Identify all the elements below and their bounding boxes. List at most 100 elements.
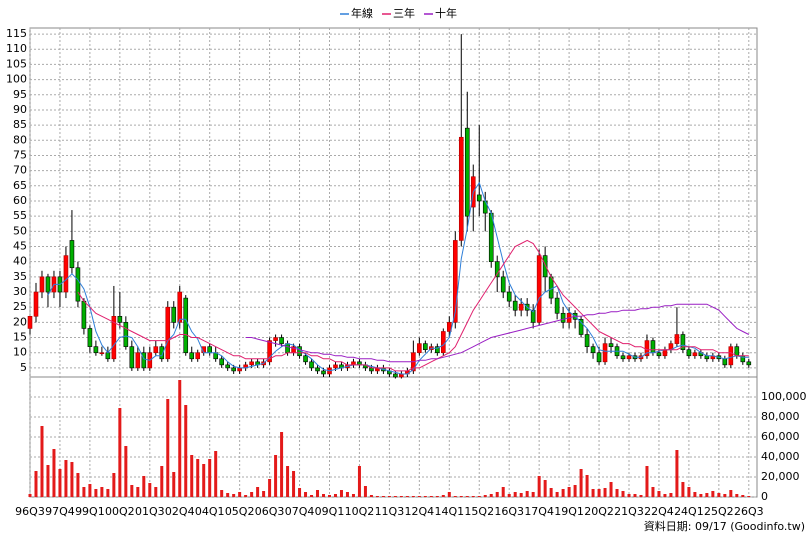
volume-bar (178, 380, 182, 497)
volume-bar (429, 496, 433, 497)
y2-tick-label: 60,000 (761, 430, 800, 443)
candle-body (530, 309, 536, 323)
x-tick-label: 22Q4 (644, 505, 674, 518)
candle-body (99, 352, 105, 355)
volume-bar (142, 476, 146, 497)
legend: 年線 三年 十年 (340, 6, 457, 20)
volume-bar (507, 494, 511, 497)
candle-body (273, 337, 278, 341)
x-tick-label: 26Q3 (734, 505, 764, 518)
candle-body (435, 346, 440, 354)
candle-body (189, 352, 195, 360)
x-tick-label: 97Q4 (45, 505, 75, 518)
x-tick-label: 14Q1 (434, 505, 464, 518)
volume-bar (561, 489, 565, 497)
volume-bar (369, 495, 373, 497)
candle-body (87, 328, 93, 347)
volume-bar (477, 496, 481, 497)
volume-bar (64, 460, 68, 497)
candle-body (560, 312, 566, 323)
volume-bar (130, 485, 134, 497)
volume-bar (591, 489, 595, 497)
volume-bar (262, 491, 266, 497)
volume-bar (717, 493, 721, 497)
y-tick-label: 75 (13, 148, 27, 161)
candle-body (596, 352, 602, 363)
candle-body (81, 300, 87, 329)
volume-bar (124, 446, 128, 497)
candle-body (69, 240, 75, 269)
volume-bar (423, 496, 427, 497)
candle-body (536, 255, 542, 323)
volume-bar (34, 471, 38, 497)
x-tick-label: 99Q1 (75, 505, 105, 518)
volume-bar (339, 490, 343, 497)
candle-body (674, 334, 680, 344)
candle-body (626, 355, 632, 360)
y-tick-label: 95 (13, 88, 27, 101)
candle-body (267, 340, 272, 363)
y-tick-label: 10 (13, 346, 27, 359)
volume-bar (166, 399, 170, 497)
volume-bar (292, 471, 296, 497)
volume-bar (459, 496, 463, 497)
candle-body (746, 361, 752, 366)
x-tick-label: 07Q4 (285, 505, 315, 518)
volume-bar (148, 483, 152, 497)
x-tick-label: 10Q2 (345, 505, 375, 518)
candle-body (692, 352, 698, 357)
x-tick-label: 06Q3 (255, 505, 285, 518)
volume-bar (387, 496, 391, 497)
volume-bar (699, 494, 703, 497)
volume-bar (453, 496, 457, 497)
volume-bar (663, 494, 667, 497)
volume-bar (735, 494, 739, 497)
y-tick-label: 105 (6, 57, 27, 70)
volume-bar (250, 492, 254, 497)
candle-body (225, 364, 230, 369)
candle-body (728, 346, 734, 366)
volume-bar (393, 496, 397, 497)
volume-bar (687, 487, 691, 497)
candle-body (393, 373, 398, 378)
volume-bar (232, 494, 236, 497)
volume-bar (214, 451, 218, 497)
candle-body (662, 349, 668, 357)
volume-bar (555, 492, 559, 497)
y-tick-label: 85 (13, 118, 27, 131)
candle-body (141, 352, 147, 369)
x-tick-label: 21Q3 (614, 505, 644, 518)
candle-body (548, 276, 554, 299)
candle-body (93, 346, 99, 354)
x-tick-label: 16Q3 (494, 505, 524, 518)
ma-line (245, 303, 750, 363)
candle-body (177, 291, 183, 323)
volume-bar (549, 488, 553, 497)
volume-bar (345, 492, 349, 497)
footer: 資料日期: 09/17 (Goodinfo.tw) (644, 519, 805, 533)
volume-bar (621, 491, 625, 497)
volume-bar (627, 494, 631, 497)
candle-body (153, 346, 159, 354)
candle-body (111, 316, 117, 360)
candle-body (494, 261, 500, 278)
volume-bar (82, 487, 86, 497)
candle-body (680, 334, 686, 350)
y-tick-label: 55 (13, 209, 27, 222)
candle-body (602, 343, 608, 363)
volume-bar (711, 491, 715, 497)
volume-bar (106, 489, 110, 497)
volume-bar (435, 496, 439, 497)
volume-bar (333, 494, 337, 497)
volume-bar (519, 493, 523, 497)
volume-bar (268, 479, 272, 497)
y-tick-label: 90 (13, 103, 27, 116)
candle-body (441, 331, 446, 354)
volume-bar (184, 405, 188, 497)
candle-body (542, 255, 548, 278)
y-tick-label: 35 (13, 270, 27, 283)
volume-bar (537, 476, 541, 497)
candle-body (285, 343, 290, 354)
volume-bar (286, 466, 290, 497)
candle-body (123, 322, 129, 347)
